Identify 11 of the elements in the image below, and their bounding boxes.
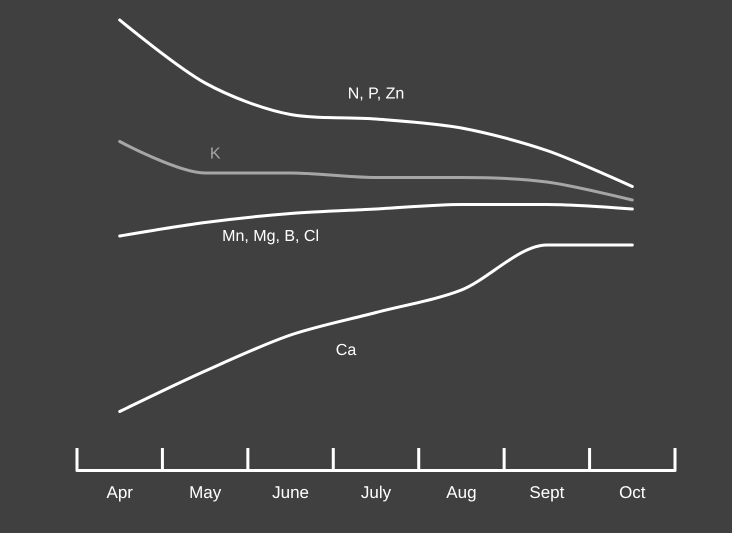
x-tick-label: Apr: [106, 483, 134, 502]
x-tick-label: May: [189, 483, 222, 502]
series-label: N, P, Zn: [348, 86, 404, 102]
x-tick-label: June: [272, 483, 310, 502]
series-label: Mn, Mg, B, Cl: [222, 228, 320, 245]
series-label: K: [210, 146, 221, 162]
x-tick-label: July: [360, 483, 392, 502]
x-tick-label: Oct: [619, 483, 646, 502]
x-tick-label: Aug: [446, 483, 477, 502]
series-label: Ca: [336, 342, 356, 359]
x-tick-label: Sept: [529, 483, 565, 502]
